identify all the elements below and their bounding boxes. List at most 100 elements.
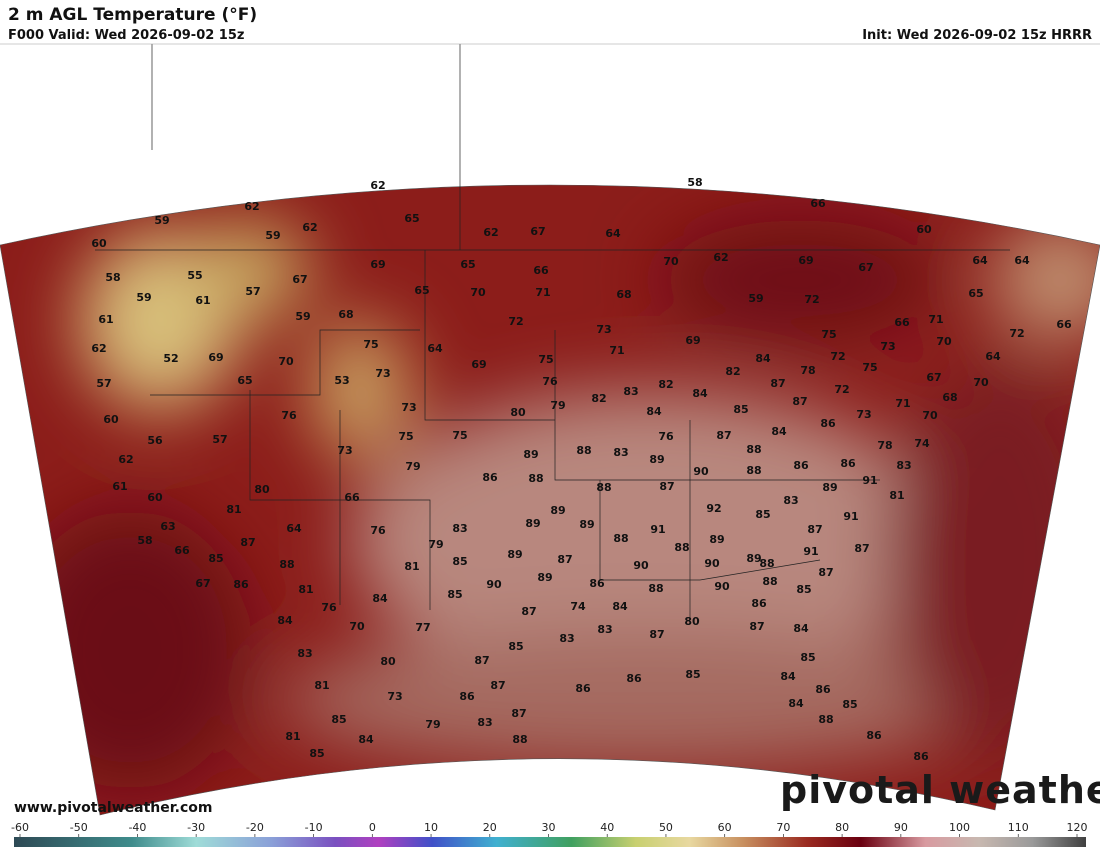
temperature-label: 81: [285, 730, 300, 743]
temperature-label: 87: [659, 480, 674, 493]
temperature-label: 78: [877, 439, 892, 452]
temperature-label: 86: [913, 750, 929, 763]
temperature-label: 67: [292, 273, 307, 286]
temperature-label: 89: [822, 481, 837, 494]
temperature-label: 76: [658, 430, 674, 443]
temperature-label: 57: [245, 285, 260, 298]
temperature-label: 84: [793, 622, 809, 635]
temperature-label: 68: [338, 308, 353, 321]
temperature-label: 58: [137, 534, 152, 547]
temperature-label: 88: [576, 444, 591, 457]
temperature-label: 85: [452, 555, 467, 568]
temperature-label: 86: [793, 459, 809, 472]
temperature-label: 84: [277, 614, 293, 627]
temperature-label: 87: [770, 377, 785, 390]
temperature-label: 89: [550, 504, 565, 517]
temperature-label: 64: [985, 350, 1001, 363]
temperature-label: 62: [713, 251, 728, 264]
temperature-label: 86: [575, 682, 591, 695]
temperature-label: 90: [486, 578, 502, 591]
temperature-labels: 62 58 59 62 65 66 59 62 62 67 64 60 60 69 65 66 70 62 69 67…: [91, 176, 1072, 763]
temperature-label: 89: [507, 548, 522, 561]
temperature-label: 83: [597, 623, 612, 636]
temperature-label: 72: [804, 293, 819, 306]
temperature-label: 76: [281, 409, 297, 422]
temperature-label: 60: [147, 491, 163, 504]
temperature-label: 85: [685, 668, 700, 681]
temperature-label: 89: [523, 448, 538, 461]
temperature-label: 86: [815, 683, 831, 696]
temperature-label: 84: [358, 733, 374, 746]
temperature-label: 90: [633, 559, 649, 572]
temperature-label: 86: [233, 578, 249, 591]
temperature-label: 69: [471, 358, 486, 371]
temperature-label: 69: [685, 334, 700, 347]
temperature-label: 89: [579, 518, 594, 531]
temperature-label: 64: [1014, 254, 1030, 267]
temperature-label: 88: [746, 464, 761, 477]
temperature-label: 86: [589, 577, 605, 590]
temperature-label: 88: [818, 713, 833, 726]
temperature-label: 74: [914, 437, 930, 450]
temperature-label: 83: [559, 632, 574, 645]
colorbar-tick-label: 10: [424, 821, 438, 834]
temperature-label: 71: [609, 344, 624, 357]
temperature-label: 87: [240, 536, 255, 549]
temperature-label: 75: [821, 328, 836, 341]
temperature-label: 84: [755, 352, 771, 365]
temperature-label: 89: [537, 571, 552, 584]
temperature-label: 70: [663, 255, 679, 268]
temperature-label: 81: [889, 489, 904, 502]
temperature-label: 62: [91, 342, 106, 355]
temperature-label: 88: [512, 733, 527, 746]
temperature-label: 88: [279, 558, 294, 571]
temperature-label: 65: [237, 374, 252, 387]
temperature-label: 70: [470, 286, 486, 299]
temperature-label: 87: [511, 707, 526, 720]
valid-time: F000 Valid: Wed 2026-09-02 15z: [8, 28, 244, 43]
temperature-label: 88: [596, 481, 611, 494]
temperature-label: 75: [363, 338, 378, 351]
temperature-label: 83: [623, 385, 638, 398]
temperature-label: 72: [508, 315, 523, 328]
temperature-label: 75: [452, 429, 467, 442]
temperature-label: 88: [746, 443, 761, 456]
temperature-label: 82: [725, 365, 740, 378]
temperature-label: 71: [895, 397, 910, 410]
temperature-label: 86: [626, 672, 642, 685]
colorbar-tick-label: 120: [1067, 821, 1088, 834]
temperature-label: 72: [1009, 327, 1024, 340]
temperature-label: 90: [704, 557, 720, 570]
temperature-label: 66: [344, 491, 360, 504]
temperature-label: 84: [646, 405, 662, 418]
colorbar-tick-label: 110: [1008, 821, 1029, 834]
temperature-label: 86: [866, 729, 882, 742]
temperature-label: 85: [508, 640, 523, 653]
temperature-label: 83: [452, 522, 467, 535]
temperature-label: 62: [244, 200, 259, 213]
temperature-label: 73: [880, 340, 895, 353]
temperature-label: 70: [973, 376, 989, 389]
temperature-label: 87: [716, 429, 731, 442]
temperature-label: 73: [596, 323, 611, 336]
colorbar-tick-label: -40: [128, 821, 146, 834]
temperature-label: 87: [792, 395, 807, 408]
temperature-label: 70: [349, 620, 365, 633]
temperature-label: 77: [415, 621, 430, 634]
temperature-label: 67: [195, 577, 210, 590]
temperature-label: 61: [195, 294, 210, 307]
temperature-label: 85: [208, 552, 223, 565]
colorbar-tick-label: 40: [600, 821, 614, 834]
temperature-label: 70: [922, 409, 938, 422]
temperature-label: 87: [474, 654, 489, 667]
temperature-field: [0, 185, 1100, 815]
temperature-label: 61: [98, 313, 113, 326]
temperature-label: 74: [570, 600, 586, 613]
temperature-label: 82: [591, 392, 606, 405]
temperature-label: 87: [521, 605, 536, 618]
website: www.pivotalweather.com: [14, 800, 213, 816]
temperature-label: 53: [334, 374, 349, 387]
colorbar: [14, 837, 1086, 847]
temperature-label: 86: [482, 471, 498, 484]
temperature-label: 85: [733, 403, 748, 416]
